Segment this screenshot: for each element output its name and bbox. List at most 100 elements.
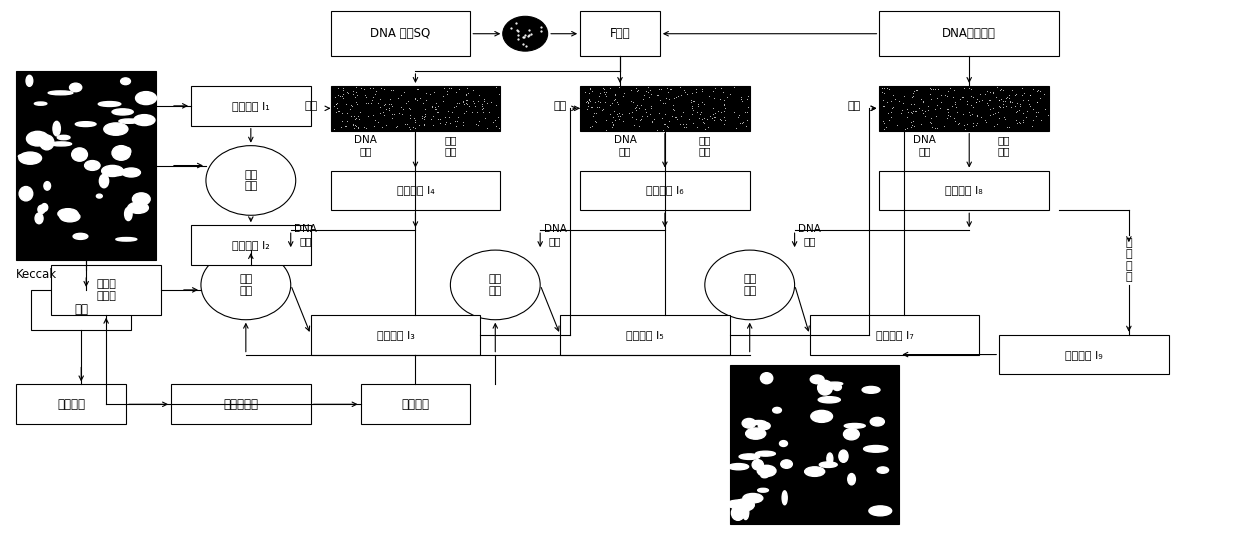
Point: [580, 84, 600, 93]
Point: [954, 92, 973, 101]
Point: [585, 108, 605, 117]
Ellipse shape: [760, 373, 773, 384]
Point: [358, 112, 378, 120]
Point: [415, 95, 435, 104]
Point: [877, 122, 897, 131]
Point: [583, 112, 603, 121]
Point: [686, 88, 706, 96]
Ellipse shape: [817, 380, 832, 395]
Point: [425, 105, 445, 113]
Bar: [879, 86, 1049, 130]
Point: [626, 100, 646, 109]
Point: [600, 84, 620, 93]
Point: [456, 96, 476, 104]
Point: [405, 93, 425, 102]
Ellipse shape: [40, 135, 53, 150]
Ellipse shape: [870, 417, 884, 426]
Point: [874, 119, 894, 128]
Point: [465, 99, 485, 107]
Point: [996, 114, 1016, 123]
Point: [605, 91, 625, 99]
Point: [605, 115, 625, 124]
Point: [608, 100, 627, 108]
Point: [999, 90, 1019, 99]
Text: 图像矩阵 I₄: 图像矩阵 I₄: [397, 185, 434, 195]
Point: [915, 107, 935, 115]
Point: [967, 119, 987, 128]
Point: [382, 113, 402, 122]
Point: [720, 89, 740, 98]
Point: [1028, 85, 1048, 94]
Point: [414, 121, 434, 129]
Text: Keccak: Keccak: [16, 268, 57, 281]
Point: [631, 114, 651, 123]
Point: [474, 95, 494, 103]
Ellipse shape: [821, 389, 828, 394]
Point: [1018, 100, 1038, 108]
Point: [621, 85, 641, 94]
Point: [434, 84, 454, 92]
Point: [713, 112, 733, 121]
Text: 密
文
反
馈: 密 文 反 馈: [1126, 238, 1132, 282]
Point: [1027, 98, 1047, 106]
Point: [346, 98, 366, 106]
Point: [575, 97, 595, 106]
Ellipse shape: [758, 465, 776, 476]
Point: [682, 101, 702, 110]
Point: [983, 104, 1003, 113]
Point: [1007, 107, 1027, 115]
Point: [657, 88, 677, 97]
Text: DNA
解码: DNA 解码: [614, 135, 636, 156]
Point: [733, 118, 753, 126]
Point: [945, 117, 965, 125]
Point: [627, 86, 647, 95]
Point: [630, 116, 650, 125]
Point: [986, 92, 1006, 101]
Point: [486, 122, 506, 130]
Point: [732, 93, 751, 101]
Text: 混沌序列: 混沌序列: [402, 398, 429, 411]
Point: [712, 107, 732, 116]
Point: [347, 91, 367, 99]
Text: 图像矩阵 I₉: 图像矩阵 I₉: [1065, 350, 1102, 360]
Text: 图像矩阵 I₃: 图像矩阵 I₃: [377, 330, 414, 340]
Point: [1006, 102, 1025, 111]
Point: [609, 115, 629, 124]
Point: [370, 94, 389, 103]
Point: [713, 88, 733, 96]
Point: [388, 93, 408, 102]
Point: [915, 112, 935, 120]
Point: [1009, 106, 1029, 114]
Text: 图像矩阵 I₈: 图像矩阵 I₈: [945, 185, 983, 195]
Ellipse shape: [734, 499, 754, 511]
Point: [1023, 105, 1043, 113]
Point: [583, 121, 603, 130]
Ellipse shape: [759, 422, 770, 430]
Point: [671, 112, 691, 120]
Point: [325, 93, 345, 102]
Point: [923, 123, 942, 132]
Point: [939, 105, 959, 113]
Point: [580, 97, 600, 105]
Point: [1034, 90, 1054, 98]
Point: [945, 113, 965, 122]
Point: [603, 122, 622, 131]
Point: [579, 89, 599, 98]
Bar: [191, 86, 311, 126]
Point: [724, 83, 744, 92]
Point: [975, 90, 994, 98]
Point: [904, 91, 924, 100]
Point: [675, 86, 694, 95]
Point: [399, 124, 419, 133]
Point: [729, 111, 749, 119]
Text: DNA
编码: DNA 编码: [543, 224, 567, 246]
Point: [590, 89, 610, 98]
Point: [1029, 86, 1049, 95]
Point: [987, 83, 1007, 92]
Ellipse shape: [728, 463, 749, 470]
Point: [408, 84, 428, 93]
Ellipse shape: [877, 467, 889, 473]
Point: [600, 101, 620, 110]
Point: [640, 110, 660, 118]
Point: [666, 92, 686, 101]
